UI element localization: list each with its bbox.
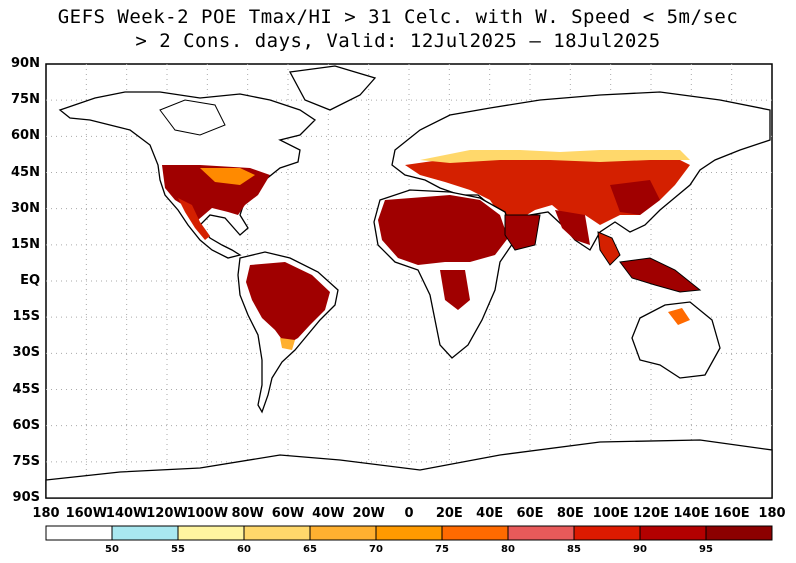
lon-label: 40W <box>312 506 345 521</box>
lat-label: EQ <box>20 273 40 288</box>
lon-label: 140E <box>673 506 710 521</box>
map-title-line1: GEFS Week-2 POE Tmax/HI > 31 Celc. with … <box>57 6 739 28</box>
heat-north-edge <box>420 150 690 163</box>
colorbar-label: 90 <box>633 544 647 555</box>
lat-label: 90N <box>11 56 40 71</box>
africa <box>373 189 541 359</box>
sahara-heat <box>378 195 508 265</box>
lon-label: 60E <box>516 506 544 521</box>
colorbar-swatch <box>177 525 245 541</box>
lon-label: 180 <box>758 506 786 521</box>
se-asia <box>597 231 621 266</box>
lon-label: 80W <box>231 506 264 521</box>
lon-label: 80E <box>556 506 584 521</box>
australia <box>619 257 721 379</box>
india-heat <box>555 210 590 245</box>
colorbar-label: 75 <box>435 544 449 555</box>
colorbar-label: 80 <box>501 544 515 555</box>
lat-label: 15N <box>11 236 40 252</box>
hudson-region <box>159 99 226 136</box>
lat-label: 30S <box>12 345 40 361</box>
lat-label: 15S <box>12 309 40 325</box>
china-heat-core <box>610 180 660 215</box>
lon-label: 120E <box>632 506 670 521</box>
lon-label: 180 <box>32 506 60 521</box>
colorbar-swatch <box>639 525 707 541</box>
colorbar-label: 85 <box>567 544 581 555</box>
colorbar-label: 60 <box>237 544 251 555</box>
colorbar <box>45 525 773 541</box>
colorbar-label: 55 <box>171 544 185 555</box>
lat-label: 45N <box>11 164 40 180</box>
colorbar-swatch <box>573 525 641 541</box>
lon-label: 20E <box>435 506 463 521</box>
colorbar-swatch <box>45 525 113 541</box>
map-title-line2: > 2 Cons. days, Valid: 12Jul2025 – 18Jul… <box>135 30 661 52</box>
central-africa-heat <box>440 270 470 310</box>
sa-heat-core <box>246 262 330 345</box>
colorbar-swatch <box>243 525 311 541</box>
sa-heat-edge <box>280 338 295 350</box>
lon-label: 120W <box>146 506 188 521</box>
colorbar-label: 95 <box>699 544 713 555</box>
lat-label: 90S <box>12 490 40 505</box>
colorbar-label: 70 <box>369 544 383 555</box>
australia-outline <box>631 301 721 379</box>
lat-label: 60S <box>12 417 40 433</box>
antarctica <box>45 439 773 499</box>
colorbar-label: 65 <box>303 544 317 555</box>
colorbar-swatch <box>375 525 443 541</box>
colorbar-swatch <box>507 525 575 541</box>
lon-label: 100E <box>592 506 629 521</box>
north-america <box>58 65 377 259</box>
arabia-heat <box>504 214 541 251</box>
indonesia-heat <box>619 257 702 293</box>
colorbar-swatch <box>441 525 509 541</box>
lon-label: 60W <box>271 506 305 521</box>
colorbar-label: 50 <box>105 544 119 555</box>
na-heat-edge <box>200 168 255 185</box>
lon-label: 40E <box>476 506 504 521</box>
colorbar-swatch <box>111 525 179 541</box>
lon-label: 20W <box>352 506 385 521</box>
lon-label: 160E <box>713 506 750 521</box>
lat-label: 75N <box>11 92 40 108</box>
south-america <box>237 251 339 414</box>
colorbar-swatch <box>309 525 377 541</box>
mexico-heat <box>178 198 210 240</box>
lon-label: 160W <box>65 506 108 521</box>
lon-label: 0 <box>404 506 414 521</box>
lon-label: 140W <box>105 506 148 521</box>
greenland <box>288 65 377 111</box>
lon-label: 100W <box>186 506 229 521</box>
lat-label: 30N <box>11 200 40 216</box>
lat-label: 60N <box>11 128 40 144</box>
lat-label: 75S <box>12 453 40 469</box>
lat-label: 45S <box>12 381 40 397</box>
colorbar-swatch <box>705 525 773 541</box>
eurasia <box>391 91 771 266</box>
australia-heat <box>668 308 690 325</box>
